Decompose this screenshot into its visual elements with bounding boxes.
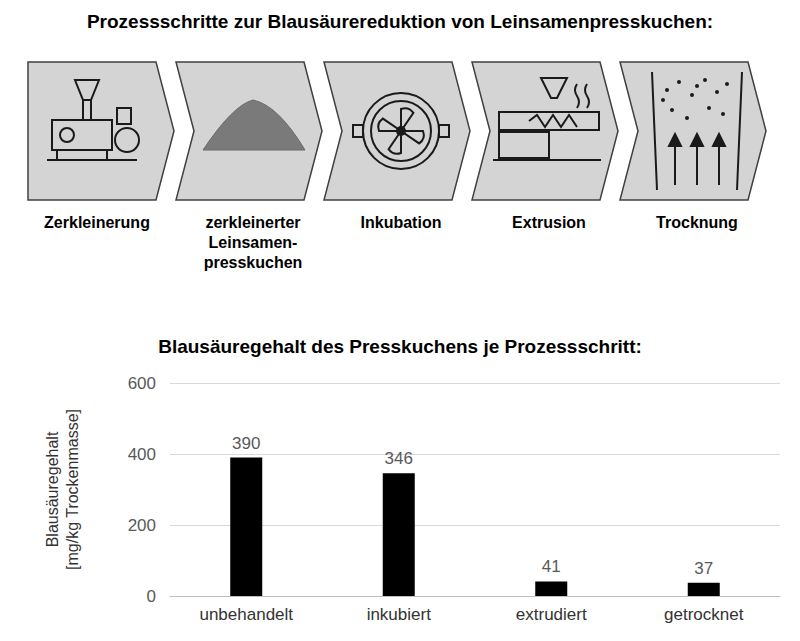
- svg-text:Zerkleinerung: Zerkleinerung: [44, 214, 150, 231]
- svg-text:Blausäuregehalt: Blausäuregehalt: [44, 431, 61, 547]
- svg-text:unbehandelt: unbehandelt: [199, 605, 293, 624]
- svg-text:Blausäuregehalt des Presskuche: Blausäuregehalt des Presskuchens je Proz…: [158, 336, 642, 357]
- svg-text:[mg/kg Trockenmasse]: [mg/kg Trockenmasse]: [64, 409, 81, 570]
- svg-text:0: 0: [147, 587, 156, 606]
- svg-text:600: 600: [128, 374, 156, 393]
- svg-text:inkubiert: inkubiert: [367, 605, 432, 624]
- svg-text:getrocknet: getrocknet: [664, 605, 744, 624]
- svg-text:Trocknung: Trocknung: [656, 214, 738, 231]
- svg-text:Inkubation: Inkubation: [361, 214, 442, 231]
- svg-text:400: 400: [128, 445, 156, 464]
- svg-text:Prozessschritte zur Blausäurer: Prozessschritte zur Blausäurereduktion v…: [87, 11, 713, 32]
- svg-text:41: 41: [542, 557, 561, 576]
- svg-text:extrudiert: extrudiert: [516, 605, 587, 624]
- svg-text:zerkleinerterLeinsamen-pressku: zerkleinerterLeinsamen-presskuchen: [204, 214, 303, 271]
- svg-text:390: 390: [232, 434, 260, 453]
- svg-text:37: 37: [694, 559, 713, 578]
- svg-text:Extrusion: Extrusion: [512, 214, 586, 231]
- svg-text:346: 346: [385, 449, 413, 468]
- svg-text:200: 200: [128, 516, 156, 535]
